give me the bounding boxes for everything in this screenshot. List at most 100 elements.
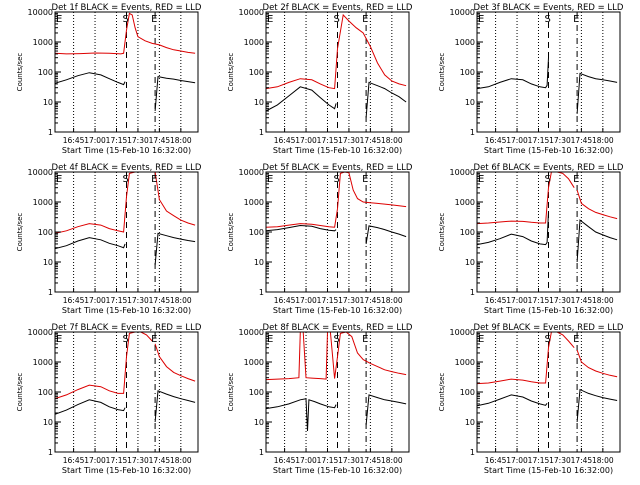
panel-title: Det 4f BLACK = Events, RED = LLD [52,163,202,173]
series-line [477,172,575,225]
x-tick-label: 17:45 [571,136,593,145]
series-line [576,219,618,263]
series-line [154,343,196,382]
y-tick-label: 10 [43,418,53,427]
x-tick-label: 17:45 [149,136,171,145]
y-tick-label: 10 [465,418,475,427]
x-tick-label: 16:45 [485,456,507,465]
x-tick-label: 18:00 [592,136,614,145]
y-axis-label: Counts/sec [438,53,446,92]
marker-label: E [573,174,579,185]
y-tick-label: 10 [254,418,264,427]
x-axis-label: Start Time (15-Feb-10 16:32:00) [484,306,613,315]
y-tick-label: 100 [38,388,53,397]
x-tick-label: 17:30 [127,296,149,305]
y-tick-label: 1000 [244,358,264,367]
detector-panel: 1 10 100 1000 10000 16:45 17:00 17:15 17:30 17:45… [227,3,413,155]
y-tick-label: 1000 [244,38,264,47]
marker-label: S [334,14,340,25]
y-tick-label: 10 [465,258,475,267]
series-line [576,349,618,378]
x-tick-label: 16:45 [274,296,296,305]
detector-panel: 1 10 100 1000 10000 16:45 17:00 17:15 17:30 17:45… [438,163,624,315]
marker-label: E [362,14,368,25]
marker-label: S [545,14,551,25]
panel-title: Det 7f BLACK = Events, RED = LLD [52,323,202,333]
x-axis-label: Start Time (15-Feb-10 16:32:00) [62,146,191,155]
panel-title: Det 8f BLACK = Events, RED = LLD [263,323,413,333]
y-tick-label: 1000 [455,38,475,47]
x-tick-label: 16:45 [274,136,296,145]
y-axis-label: Counts/sec [227,373,235,412]
x-tick-label: 17:45 [149,296,171,305]
x-tick-label: 17:15 [528,136,550,145]
marker-label: S [334,174,340,185]
series-line [55,12,196,55]
marker-label: E [573,14,579,25]
series-line [154,172,196,226]
x-tick-label: 17:15 [317,136,339,145]
y-tick-label: 1 [48,288,53,297]
y-tick-label: 1000 [455,358,475,367]
x-tick-label: 17:30 [338,296,360,305]
x-tick-label: 18:00 [381,296,403,305]
x-tick-label: 17:00 [84,456,106,465]
y-tick-label: 1000 [33,198,53,207]
y-tick-label: 1 [48,448,53,457]
x-tick-label: 17:15 [317,456,339,465]
marker-label: E [362,174,368,185]
marker-label: E [267,334,273,345]
marker-label: E [56,174,62,185]
x-tick-label: 18:00 [381,456,403,465]
y-tick-label: 10000 [450,328,475,337]
y-tick-label: 10000 [239,328,264,337]
series-line [266,224,337,232]
panel-title: Det 2f BLACK = Events, RED = LLD [263,3,413,13]
marker-label: E [478,334,484,345]
series-line [154,232,196,265]
series-line [154,76,196,112]
y-axis-label: Counts/sec [438,213,446,252]
y-tick-label: 100 [460,228,475,237]
marker-label: S [545,174,551,185]
y-tick-label: 100 [38,68,53,77]
x-tick-label: 17:15 [106,136,128,145]
y-tick-label: 1 [259,128,264,137]
marker-label: E [151,334,157,345]
series-line [55,332,153,400]
y-tick-label: 1000 [455,198,475,207]
y-tick-label: 10 [43,98,53,107]
panel-title: Det 9f BLACK = Events, RED = LLD [474,323,624,333]
x-tick-label: 17:15 [106,296,128,305]
y-tick-label: 10000 [450,168,475,177]
x-tick-label: 17:30 [338,456,360,465]
y-tick-label: 10000 [239,8,264,17]
x-axis-label: Start Time (15-Feb-10 16:32:00) [273,466,402,475]
y-tick-label: 10 [254,258,264,267]
series-line [576,388,618,423]
panel-title: Det 6f BLACK = Events, RED = LLD [474,163,624,173]
detector-panel: 1 10 100 1000 10000 16:45 17:00 17:15 17:30 17:45… [227,323,413,475]
x-tick-label: 18:00 [592,296,614,305]
x-tick-label: 17:45 [571,296,593,305]
x-tick-label: 17:00 [84,296,106,305]
y-tick-label: 100 [38,228,53,237]
x-tick-label: 16:45 [485,296,507,305]
marker-label: E [56,334,62,345]
series-line [55,237,126,250]
series-line [266,13,407,90]
y-tick-label: 100 [249,228,264,237]
series-line [55,172,153,234]
detector-panel: 1 10 100 1000 10000 16:45 17:00 17:15 17:30 17:45… [227,163,413,315]
x-tick-label: 18:00 [381,136,403,145]
detector-panel: 1 10 100 1000 10000 16:45 17:00 17:15 17:30 17:45… [16,163,202,315]
x-tick-label: 17:30 [127,456,149,465]
y-axis-label: Counts/sec [227,53,235,92]
y-axis-label: Counts/sec [16,53,24,92]
x-axis-label: Start Time (15-Feb-10 16:32:00) [62,306,191,315]
x-axis-label: Start Time (15-Feb-10 16:32:00) [484,466,613,475]
marker-label: E [151,174,157,185]
detector-panel: 1 10 100 1000 10000 16:45 17:00 17:15 17:30 17:45… [16,323,202,475]
x-tick-label: 16:45 [63,296,85,305]
